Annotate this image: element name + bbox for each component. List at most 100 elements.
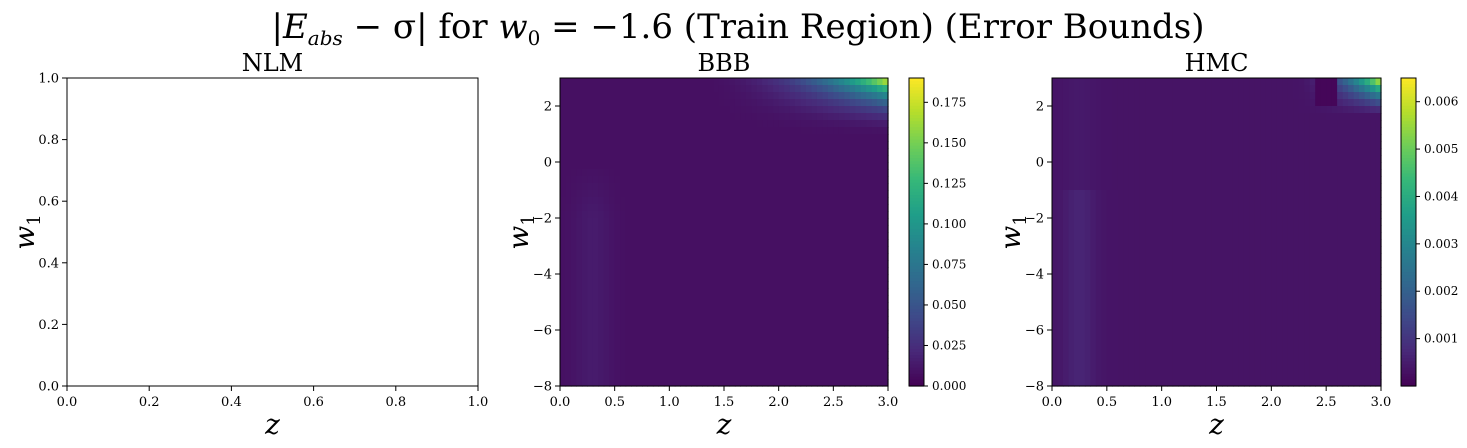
heatmap-cell bbox=[702, 141, 709, 149]
heatmap-cell bbox=[734, 281, 741, 289]
heatmap-cell bbox=[1243, 246, 1250, 254]
heatmap-cell bbox=[1189, 323, 1196, 331]
heatmap-cell bbox=[833, 176, 840, 184]
heatmap-cell bbox=[740, 183, 747, 191]
heatmap-cell bbox=[685, 316, 692, 324]
heatmap-cell bbox=[663, 281, 670, 289]
heatmap-cell bbox=[1156, 85, 1163, 93]
heatmap-cell bbox=[1375, 183, 1382, 191]
heatmap-cell bbox=[685, 295, 692, 303]
heatmap-cell bbox=[685, 330, 692, 338]
heatmap-cell bbox=[1254, 260, 1261, 268]
colorbar-tick-label: 0.000 bbox=[932, 379, 966, 393]
heatmap-cell bbox=[877, 190, 884, 198]
heatmap-cell bbox=[778, 281, 785, 289]
heatmap-cell bbox=[1172, 85, 1179, 93]
heatmap-cell bbox=[1117, 309, 1124, 317]
heatmap-cell bbox=[1139, 225, 1146, 233]
heatmap-cell bbox=[620, 288, 627, 296]
heatmap-cell bbox=[696, 365, 703, 373]
heatmap-cell bbox=[1156, 316, 1163, 324]
heatmap-cell bbox=[631, 106, 638, 114]
heatmap-cell bbox=[789, 99, 796, 107]
heatmap-cell bbox=[822, 120, 829, 128]
heatmap-cell bbox=[778, 239, 785, 247]
heatmap-cell bbox=[609, 211, 616, 219]
heatmap-cell bbox=[1249, 169, 1256, 177]
heatmap-cell bbox=[680, 92, 687, 100]
heatmap-cell bbox=[669, 267, 676, 275]
heatmap-cell bbox=[620, 176, 627, 184]
heatmap-cell bbox=[718, 344, 725, 352]
heatmap-cell bbox=[751, 274, 758, 282]
heatmap-cell bbox=[1117, 162, 1124, 170]
heatmap-cell bbox=[1315, 211, 1322, 219]
heatmap-cell bbox=[751, 127, 758, 135]
heatmap-cell bbox=[860, 302, 867, 310]
heatmap-cell bbox=[1156, 127, 1163, 135]
heatmap-cell bbox=[1161, 232, 1168, 240]
heatmap-cell bbox=[1052, 274, 1059, 282]
heatmap-cell bbox=[609, 127, 616, 135]
heatmap-cell bbox=[1315, 85, 1322, 93]
heatmap-cell bbox=[1265, 155, 1272, 163]
heatmap-cell bbox=[849, 344, 856, 352]
heatmap-cell bbox=[1073, 190, 1081, 198]
heatmap-cell bbox=[1189, 127, 1196, 135]
heatmap-cell bbox=[784, 141, 791, 149]
heatmap-cell bbox=[1348, 169, 1355, 177]
heatmap-cell bbox=[691, 120, 698, 128]
heatmap-cell bbox=[1287, 232, 1294, 240]
heatmap-cell bbox=[734, 106, 741, 114]
heatmap-cell bbox=[1227, 218, 1234, 226]
heatmap-cell bbox=[1095, 267, 1102, 275]
colorbar-step bbox=[909, 114, 924, 119]
heatmap-cell bbox=[1342, 169, 1349, 177]
heatmap-cell bbox=[734, 78, 741, 86]
heatmap-cell bbox=[598, 267, 605, 275]
heatmap-cell bbox=[1189, 232, 1196, 240]
heatmap-cell bbox=[1194, 141, 1201, 149]
heatmap-cell bbox=[1106, 253, 1113, 261]
heatmap-cell bbox=[691, 337, 698, 345]
heatmap-cell bbox=[756, 281, 763, 289]
heatmap-cell bbox=[1123, 176, 1130, 184]
heatmap-cell bbox=[778, 323, 785, 331]
heatmap-cell bbox=[1200, 309, 1207, 317]
heatmap-cell bbox=[871, 113, 878, 121]
heatmap-cell bbox=[713, 183, 720, 191]
heatmap-cell bbox=[827, 288, 834, 296]
heatmap-cell bbox=[800, 197, 807, 205]
heatmap-cell bbox=[691, 274, 698, 282]
heatmap-cell bbox=[767, 239, 774, 247]
heatmap-cell bbox=[620, 274, 627, 282]
heatmap-cell bbox=[1150, 225, 1157, 233]
heatmap-cell bbox=[685, 239, 692, 247]
heatmap-cell bbox=[1084, 302, 1091, 310]
heatmap-cell bbox=[729, 141, 736, 149]
heatmap-cell bbox=[636, 281, 643, 289]
heatmap-cell bbox=[827, 274, 834, 282]
heatmap-cell bbox=[1359, 204, 1366, 212]
heatmap-cell bbox=[718, 78, 725, 86]
heatmap-cell bbox=[734, 288, 741, 296]
heatmap-cell bbox=[603, 204, 610, 212]
heatmap-cell bbox=[1205, 316, 1212, 324]
heatmap-cell bbox=[1276, 134, 1283, 142]
heatmap-cell bbox=[833, 113, 840, 121]
heatmap-cell bbox=[1320, 309, 1327, 317]
heatmap-cell bbox=[1249, 260, 1256, 268]
heatmap-cell bbox=[1293, 260, 1300, 268]
heatmap-cell bbox=[734, 232, 741, 240]
heatmap-cell bbox=[827, 379, 834, 387]
heatmap-cell bbox=[1216, 190, 1223, 198]
heatmap-cell bbox=[603, 92, 610, 100]
heatmap-cell bbox=[871, 309, 878, 317]
heatmap-cell bbox=[620, 99, 627, 107]
heatmap-cell bbox=[658, 253, 665, 261]
heatmap-cell bbox=[560, 204, 567, 212]
heatmap-cell bbox=[795, 337, 802, 345]
heatmap-cell bbox=[833, 155, 840, 163]
heatmap-cell bbox=[1079, 302, 1086, 310]
heatmap-cell bbox=[1161, 239, 1168, 247]
